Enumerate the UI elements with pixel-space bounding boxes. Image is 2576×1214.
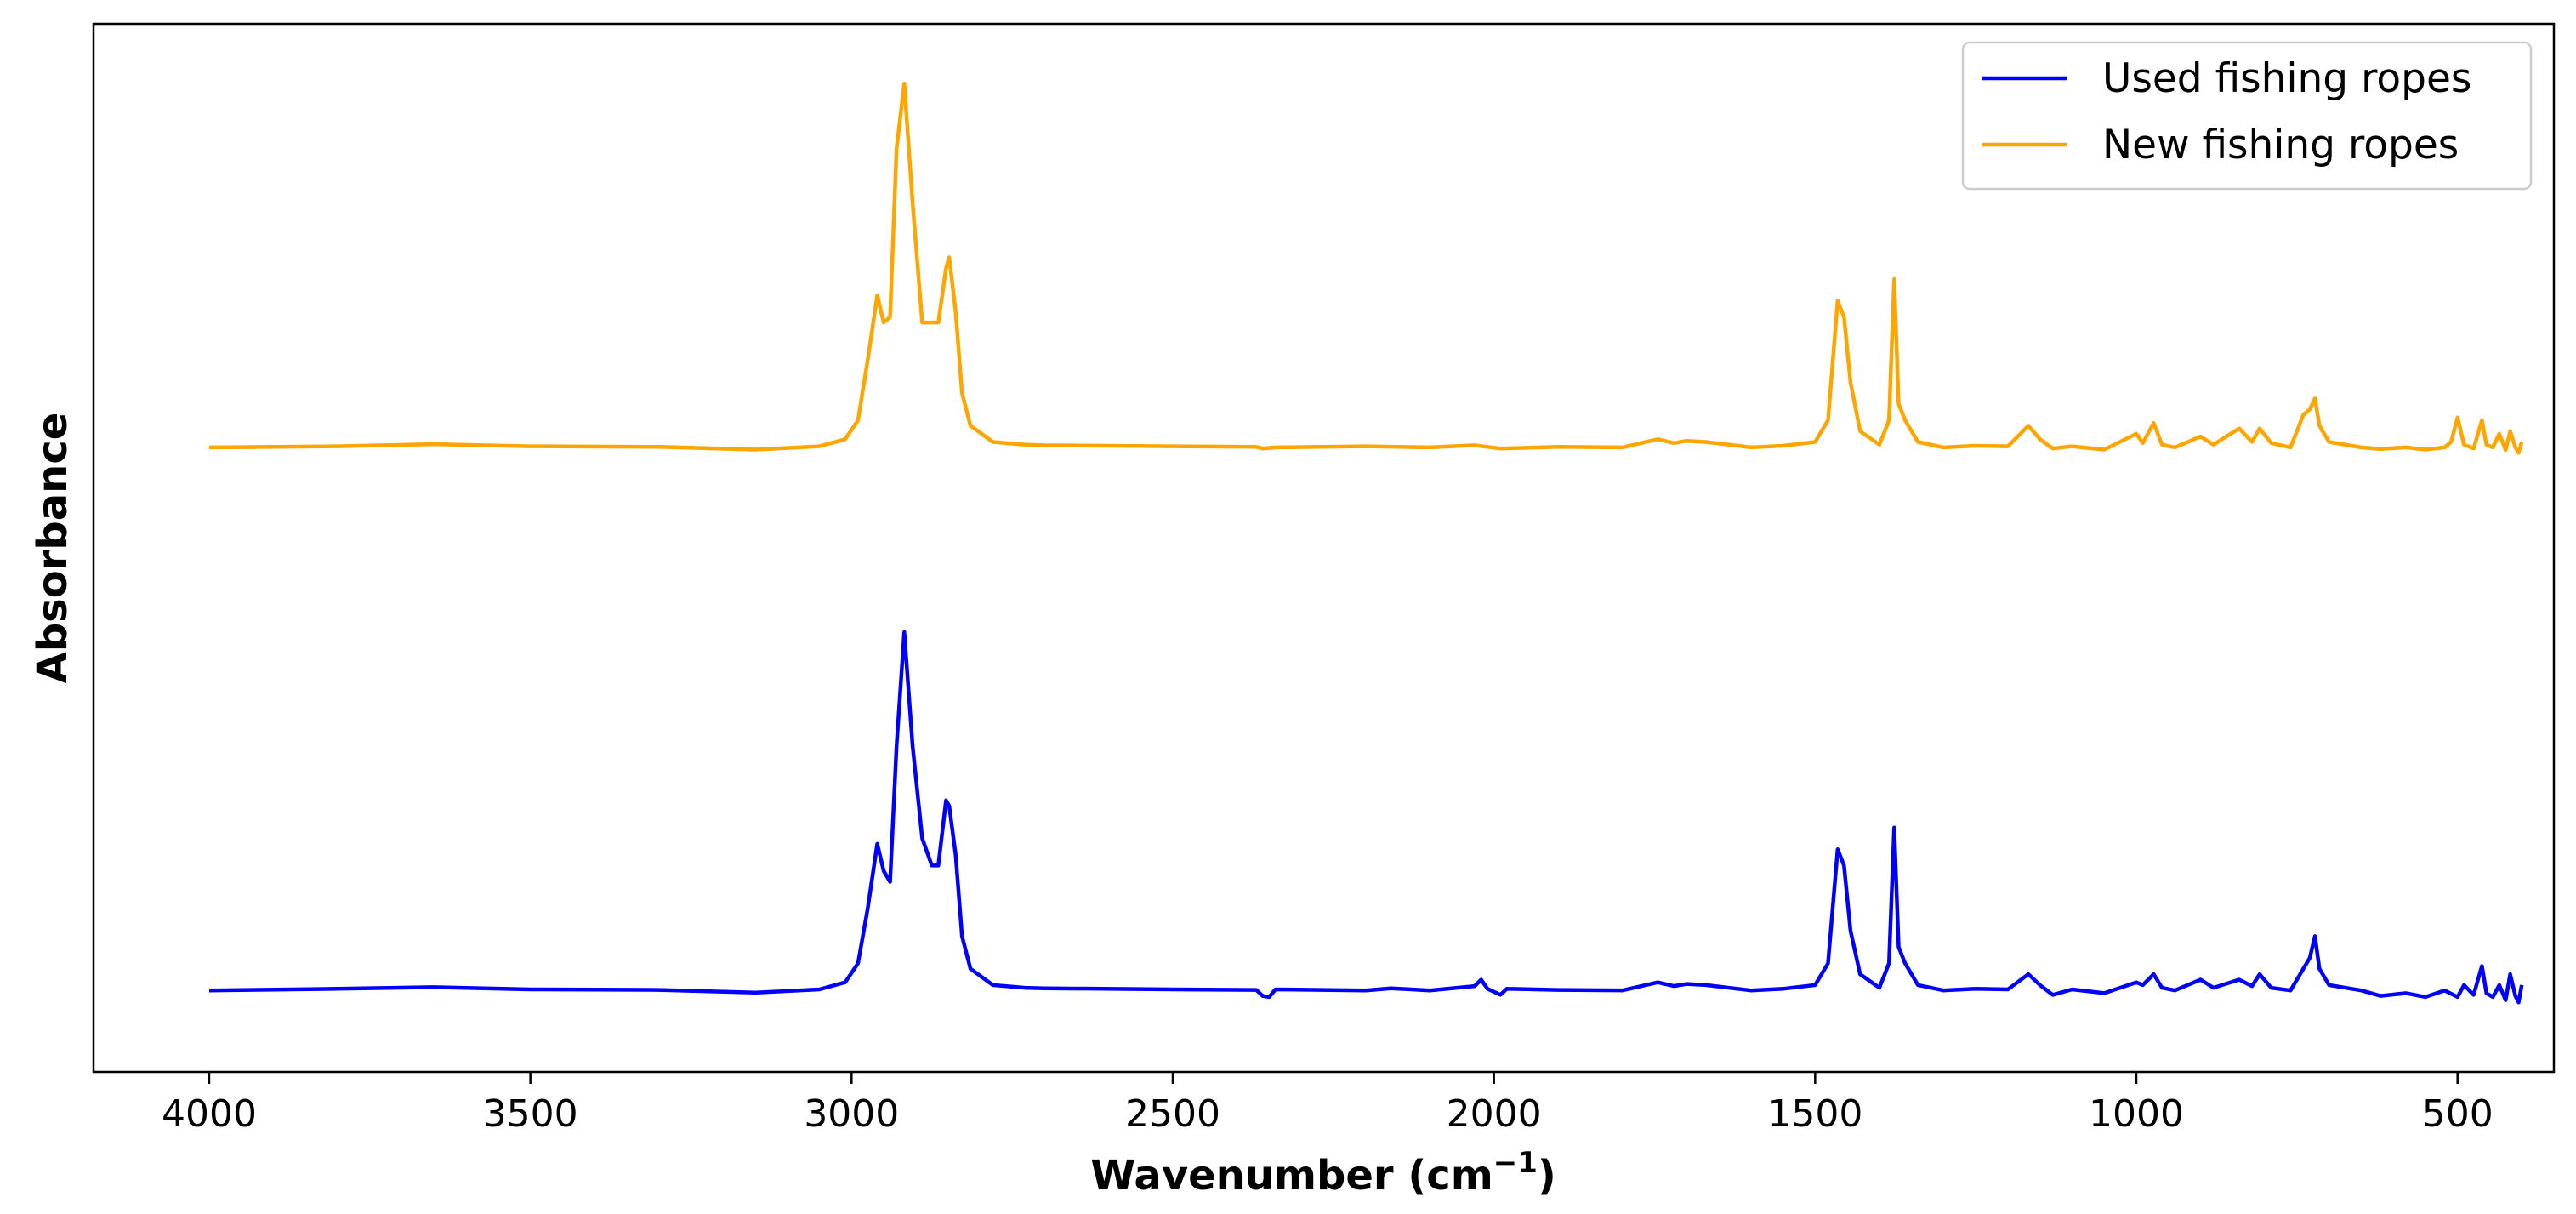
x-tick-label: 2500	[1125, 1092, 1220, 1136]
x-axis-title-close: )	[1538, 1152, 1556, 1200]
x-axis-title: Wavenumber (cm−1)	[1090, 1146, 1556, 1200]
legend: Used fishing ropes New fishing ropes	[1961, 41, 2533, 191]
legend-label-new: New fishing ropes	[2102, 122, 2459, 168]
x-tick-label: 2000	[1447, 1092, 1542, 1136]
x-tick-label: 1000	[2089, 1092, 2184, 1136]
x-tick-label: 4000	[162, 1092, 257, 1136]
y-axis-title: Absorbance	[29, 413, 77, 684]
x-tick-label: 3000	[804, 1092, 899, 1136]
series-layer	[208, 81, 2524, 1005]
series-line-1	[208, 81, 2524, 455]
plot-background	[94, 24, 2554, 1072]
x-axis-title-text: Wavenumber (cm	[1090, 1152, 1493, 1200]
x-tick-label: 1500	[1767, 1092, 1862, 1136]
plot-frame	[92, 22, 2556, 1074]
x-tick-label: 500	[2422, 1092, 2494, 1136]
legend-label-used: Used fishing ropes	[2102, 55, 2471, 102]
series-line-0	[208, 630, 2524, 1005]
x-tick-label: 3500	[483, 1092, 578, 1136]
legend-box	[1961, 41, 2533, 191]
x-axis-title-superscript: −1	[1493, 1146, 1538, 1180]
x-axis: 4000 3500 3000 2500 2000 1500 1000 500	[162, 1072, 2494, 1136]
